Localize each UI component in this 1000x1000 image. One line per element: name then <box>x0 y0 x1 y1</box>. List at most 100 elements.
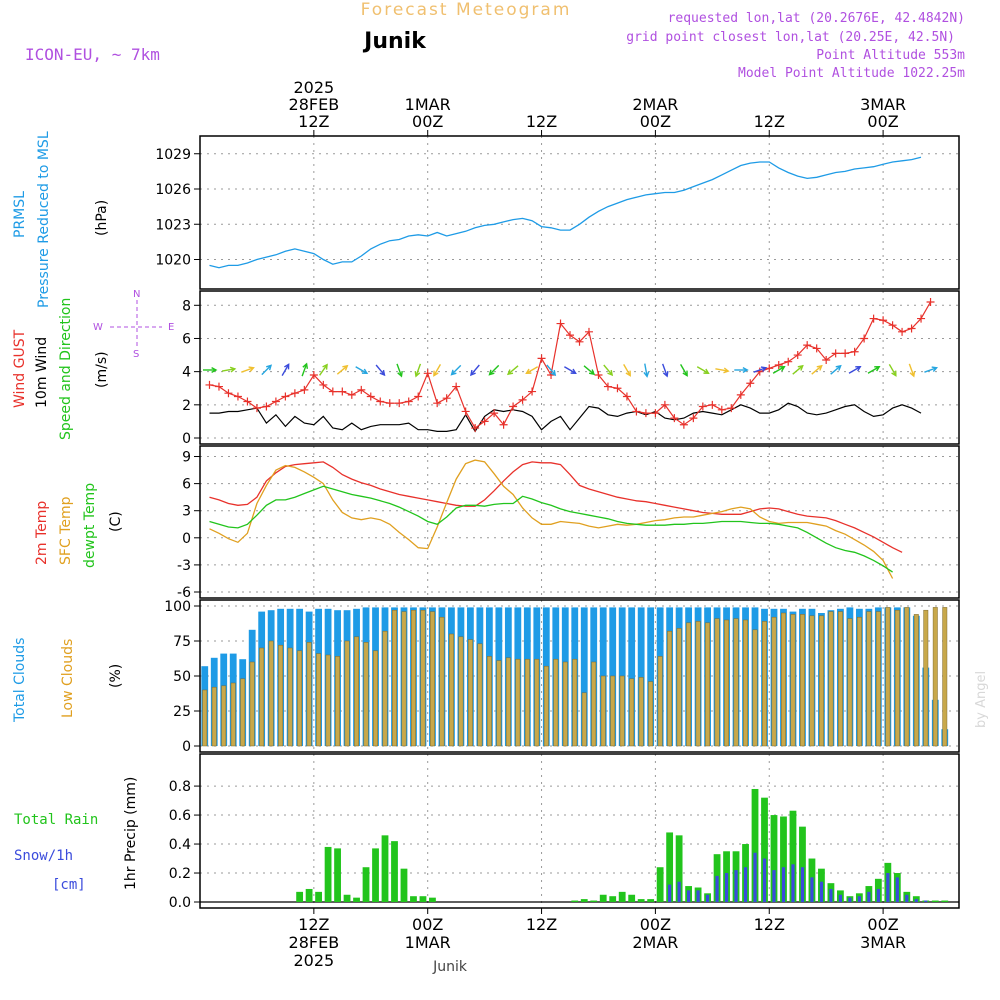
low-cloud-bar <box>439 616 445 747</box>
wind-arrow-shaft <box>811 365 823 375</box>
compass-rose: N S W E <box>93 289 174 360</box>
product-title: Forecast Meteogram <box>361 0 572 20</box>
wind-gust-marker <box>793 351 802 360</box>
wind-gust-marker <box>660 400 669 409</box>
low-cloud-bar <box>800 614 805 747</box>
low-cloud-bar <box>259 647 265 747</box>
wind-arrow-shaft <box>583 365 595 375</box>
ytick-label-precip: 0.2 <box>169 866 191 882</box>
low-cloud-bar <box>705 622 711 747</box>
wind-arrow-shaft <box>451 364 462 376</box>
wind-arrow-shaft <box>470 364 480 376</box>
wind-arrow-shaft <box>507 365 519 375</box>
wind-arrow-head <box>760 366 768 372</box>
total-cloud-bar <box>647 607 655 746</box>
top-time-label-hour: 12Z <box>298 112 329 131</box>
ytick-label-wind: 2 <box>182 398 191 414</box>
rain-bar <box>770 815 778 902</box>
low-cloud-bar <box>429 611 435 747</box>
snow-bar <box>886 873 890 902</box>
bottom-time-label-date: 1MAR <box>405 933 451 952</box>
low-cloud-bar <box>515 658 521 747</box>
snow-bar <box>810 877 814 902</box>
snow-bar <box>677 881 681 902</box>
wind-gust-marker <box>319 380 328 389</box>
wind-arrow-shaft <box>644 363 648 377</box>
low-cloud-bar <box>781 612 786 747</box>
low-cloud-bar <box>448 633 454 747</box>
low-cloud-bar <box>743 619 748 747</box>
wind-arrow-head <box>742 366 749 373</box>
ytick-label-pressure: 1023 <box>155 217 191 233</box>
snow-bar <box>724 873 729 902</box>
wind-gust-marker <box>670 414 679 423</box>
wind-arrow-shaft <box>319 364 328 376</box>
snow-bar <box>819 881 824 902</box>
low-cloud-bar <box>771 616 777 747</box>
wind-gust-marker <box>271 397 280 406</box>
wind-gust-marker <box>205 380 214 389</box>
wind-arrow-head <box>433 370 439 377</box>
model-name: ICON-EU, ~ 7km <box>25 45 160 64</box>
snow-bar <box>781 867 786 902</box>
wind-arrow-shaft <box>526 366 539 374</box>
panel-frame-clouds <box>199 599 960 753</box>
wind-arrow-head <box>470 369 476 377</box>
temp-sfc-line <box>209 459 894 579</box>
top-time-label-hour: 12Z <box>526 112 557 131</box>
wind-arrow-head <box>506 369 514 376</box>
wind-arrow-head <box>588 369 596 376</box>
wind-arrow-shaft <box>715 368 729 372</box>
wind-gust-marker <box>499 420 508 429</box>
temp-dewpt-line <box>209 485 893 573</box>
top-time-label-date: 2MAR <box>632 95 678 114</box>
wind-arrow-shaft <box>415 363 422 377</box>
label-snow-unit: [cm] <box>52 877 86 893</box>
wind-gust-marker <box>480 417 489 426</box>
wind-gust-marker <box>651 409 660 418</box>
label-dewpt-temp: dewpt Temp <box>82 483 98 568</box>
wind-gust-marker <box>338 387 347 396</box>
label-temp-unit: (C) <box>108 511 124 532</box>
wind-gust-marker <box>898 327 907 336</box>
rain-bar <box>751 788 759 902</box>
low-cloud-bar <box>828 611 834 747</box>
rain-bar <box>381 835 389 902</box>
wind-arrow-shaft <box>792 365 804 375</box>
wind-gust-marker <box>300 385 309 394</box>
rain-bar <box>666 832 674 902</box>
bottom-time-label-hour: 00Z <box>640 915 671 934</box>
point-altitude: Point Altitude 553m <box>816 48 965 63</box>
wind-arrow-head <box>211 366 218 373</box>
rain-bar <box>941 900 949 902</box>
low-cloud-bar <box>467 639 473 747</box>
top-time-label-year: 2025 <box>293 78 334 97</box>
low-cloud-bar <box>591 661 597 747</box>
snow-bar <box>715 875 719 902</box>
wind-arrow-shaft <box>221 368 235 372</box>
ytick-label-wind: 4 <box>182 365 191 381</box>
label-prmsl: PRMSL <box>12 191 28 238</box>
top-time-label-date: 1MAR <box>405 95 451 114</box>
wind-direction-arrow <box>830 364 842 375</box>
rain-bar <box>780 816 787 902</box>
wind-arrow-head <box>682 370 688 377</box>
wind-gust-marker <box>603 382 612 391</box>
rain-bar <box>609 896 617 902</box>
ytick-label-wind: 8 <box>182 298 191 314</box>
ytick-label-clouds: 100 <box>164 599 191 615</box>
wind-gust-marker <box>784 357 793 366</box>
wind-arrow-head <box>931 366 939 372</box>
snow-bar <box>668 884 672 902</box>
wind-gust-marker <box>641 409 650 418</box>
ytick-label-temp: 0 <box>182 531 191 547</box>
low-cloud-bar <box>316 653 322 747</box>
wind-gust-marker <box>233 392 242 401</box>
wind-arrow-shaft <box>603 364 613 376</box>
wind-gust-marker <box>423 369 432 378</box>
top-time-label-date: 28FEB <box>289 95 340 114</box>
ytick-label-wind: 0 <box>182 431 191 447</box>
low-cloud-bar <box>894 609 900 747</box>
wind-gust-marker <box>395 399 404 408</box>
wind-direction-arrow <box>772 366 786 374</box>
